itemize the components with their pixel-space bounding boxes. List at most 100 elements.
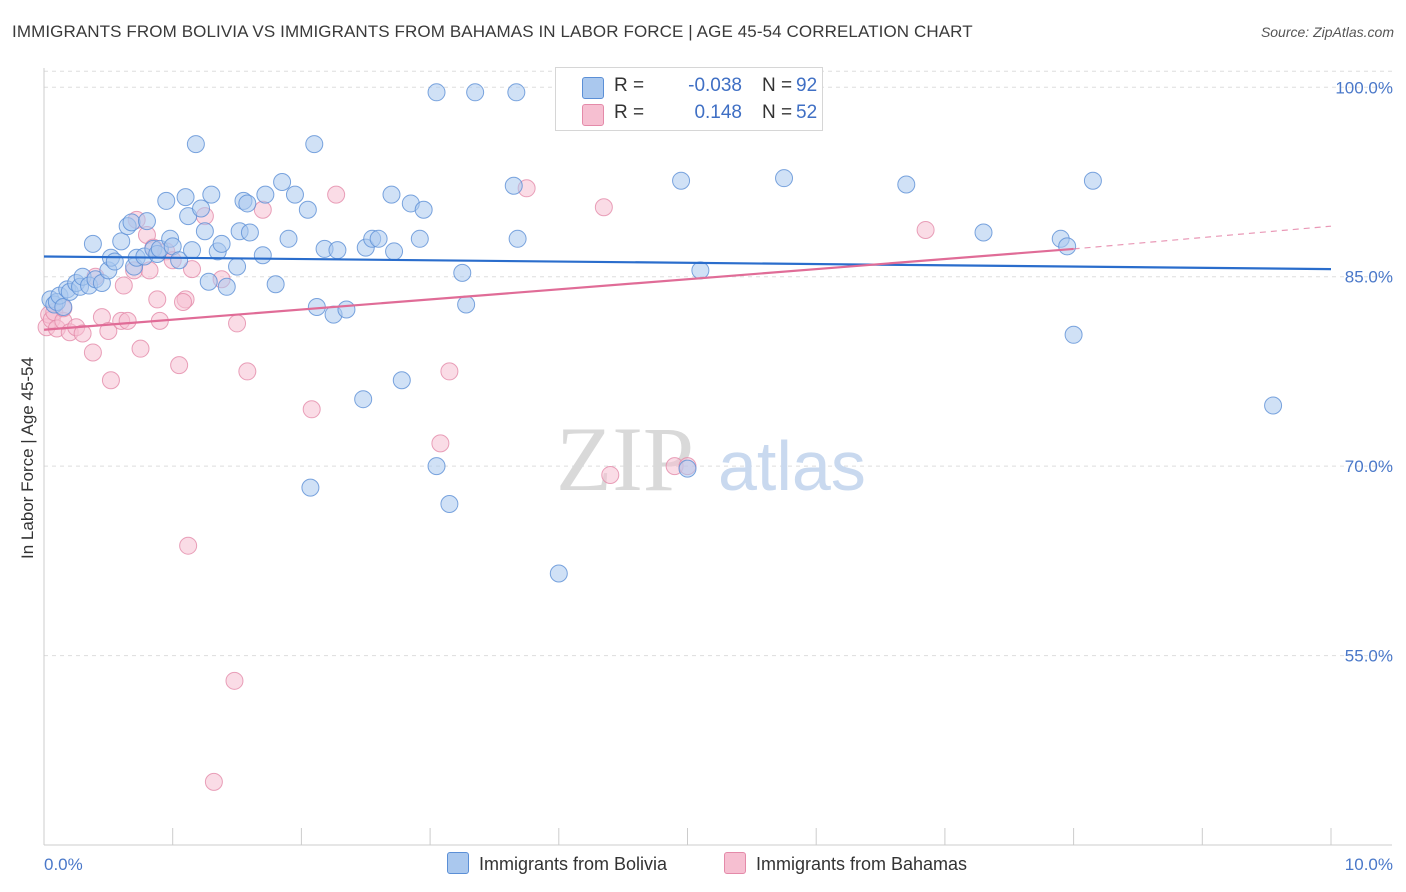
bahamas-point (431, 434, 450, 453)
y-tick-label: 85.0% (1345, 268, 1393, 287)
y-tick-labels: 55.0% 70.0% 85.0% 100.0% (1335, 78, 1393, 665)
bolivia-point (414, 200, 433, 219)
bahamas-point (148, 290, 167, 309)
bolivia-point (137, 212, 156, 231)
bolivia-point (298, 200, 317, 219)
bolivia-point (54, 298, 73, 317)
bahamas-point (253, 200, 272, 219)
bahamas-point (601, 465, 620, 484)
source-note: Source: ZipAtlas.com (1260, 24, 1394, 40)
bahamas-trend-extension (1073, 225, 1332, 250)
r-value: -0.038 (688, 75, 742, 96)
bolivia-point (83, 234, 102, 253)
bolivia-point (508, 229, 527, 248)
bolivia-point (256, 185, 275, 204)
stats-legend: R = -0.038 N = 92 R = 0.148 N = 52 (555, 67, 823, 131)
bolivia-point (897, 175, 916, 194)
bolivia-point (1264, 396, 1283, 415)
bolivia-point (122, 213, 141, 232)
n-value: 92 (796, 75, 818, 96)
bolivia-point (1058, 237, 1077, 256)
bolivia-point (672, 171, 691, 190)
bahamas-trend-line (43, 247, 1074, 331)
bolivia-point (457, 295, 476, 314)
bolivia-point (240, 223, 259, 242)
y-tick-label: 100.0% (1335, 78, 1393, 97)
bolivia-point (440, 495, 459, 514)
bolivia-point (1064, 325, 1083, 344)
bolivia-point (195, 222, 214, 241)
trend-lines (43, 225, 1332, 331)
bolivia-point (266, 275, 285, 294)
bolivia-point (285, 185, 304, 204)
chart-title: IMMIGRANTS FROM BOLIVIA VS IMMIGRANTS FR… (12, 22, 973, 41)
bahamas-point (327, 185, 346, 204)
bahamas-point (225, 671, 244, 690)
bolivia-point (466, 83, 485, 102)
bolivia-swatch (582, 77, 604, 99)
x-tick-label: 0.0% (44, 855, 83, 874)
bolivia-point (212, 234, 231, 253)
bolivia-point (507, 83, 526, 102)
bahamas-point (170, 356, 189, 375)
bolivia-point (301, 478, 320, 497)
n-value: 52 (796, 102, 818, 123)
bahamas-point (118, 311, 137, 330)
bolivia-point (176, 188, 195, 207)
bahamas-point (440, 362, 459, 381)
bahamas-point (101, 371, 120, 390)
bolivia-point (504, 176, 523, 195)
y-tick-label: 55.0% (1345, 647, 1393, 666)
bahamas-legend-label: Immigrants from Bahamas (756, 854, 968, 874)
bolivia-point (105, 252, 124, 271)
bahamas-point (99, 321, 118, 340)
bolivia-point (305, 135, 324, 154)
bolivia-point (273, 172, 292, 191)
bolivia-point (410, 229, 429, 248)
bolivia-point (678, 459, 697, 478)
bolivia-point (228, 257, 247, 276)
bolivia-point (170, 251, 189, 270)
bolivia-point (186, 135, 205, 154)
watermark-atlas: atlas (718, 427, 866, 505)
zipatlas-watermark: ZIP atlas (556, 408, 866, 510)
bolivia-point (775, 169, 794, 188)
bahamas-point (131, 339, 150, 358)
x-tick-labels: 0.0% 10.0% (44, 855, 1393, 874)
bolivia-point (337, 300, 356, 319)
bahamas-point (302, 400, 321, 419)
bolivia-point (427, 83, 446, 102)
bolivia-point (354, 390, 373, 409)
bolivia-legend-swatch (447, 852, 469, 874)
legend-item-bahamas: Immigrants from Bahamas (724, 852, 967, 875)
bahamas-point (179, 536, 198, 555)
bolivia-point (202, 185, 221, 204)
bolivia-point (279, 229, 298, 248)
bolivia-point (382, 185, 401, 204)
bolivia-point (192, 199, 211, 218)
y-axis-label: In Labor Force | Age 45-54 (18, 357, 37, 559)
n-label: N = (762, 75, 793, 96)
bolivia-point (392, 371, 411, 390)
bolivia-legend-label: Immigrants from Bolivia (479, 854, 668, 874)
r-value: 0.148 (694, 102, 742, 123)
bolivia-point (385, 242, 404, 261)
bahamas-point (916, 220, 935, 239)
x-tick-label: 10.0% (1345, 855, 1393, 874)
bahamas-point (228, 314, 247, 333)
bolivia-point (112, 232, 131, 251)
bolivia-point (453, 263, 472, 282)
legend-item-bolivia: Immigrants from Bolivia (447, 852, 667, 875)
bolivia-point (238, 194, 257, 213)
bolivia-point (691, 261, 710, 280)
bolivia-point (199, 272, 218, 291)
bolivia-point (549, 564, 568, 583)
bahamas-point (238, 362, 257, 381)
bahamas-point (83, 343, 102, 362)
bahamas-point (173, 292, 192, 311)
bahamas-point (183, 260, 202, 279)
bolivia-point (369, 229, 388, 248)
bolivia-point (217, 277, 236, 296)
r-label: R = (614, 102, 645, 123)
